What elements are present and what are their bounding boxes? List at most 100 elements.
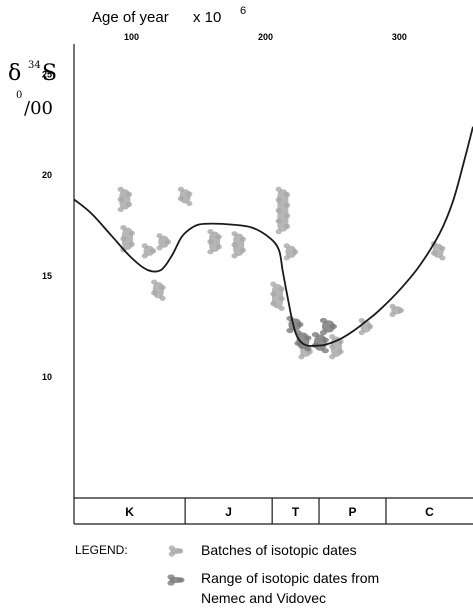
- legend-nemec-cluster-speck: [177, 577, 185, 583]
- batch-cluster-speck: [439, 245, 446, 252]
- batch-cluster-speck: [128, 241, 135, 247]
- period-label: T: [292, 505, 300, 519]
- batch-cluster-speck: [275, 218, 282, 224]
- nemec-cluster: [319, 317, 337, 336]
- batch-cluster-speck: [125, 191, 133, 197]
- batch-cluster: [389, 303, 404, 317]
- legend-nemec-cluster: [167, 574, 185, 586]
- legend-nemec-symbol: [167, 574, 185, 586]
- chart-title-multiplier: x 10: [193, 9, 221, 26]
- batch-cluster-speck: [298, 354, 305, 360]
- y-axis-label-s: S: [42, 61, 57, 86]
- batch-cluster-speck: [270, 300, 277, 307]
- nemec-cluster-speck: [319, 329, 328, 336]
- nemec-cluster-speck: [311, 331, 320, 338]
- nemec-cluster: [311, 331, 329, 354]
- period-label: C: [425, 505, 434, 519]
- batch-cluster: [283, 243, 299, 261]
- batch-cluster-speck: [117, 186, 124, 192]
- batch-cluster-speck: [177, 196, 185, 202]
- legend-batch-cluster-speck: [177, 548, 184, 554]
- y-tick-label: 10: [42, 372, 52, 382]
- batch-cluster-speck: [207, 239, 214, 245]
- batch-cluster-speck: [159, 284, 166, 291]
- legend-nemec-cluster-speck: [167, 580, 175, 586]
- batch-cluster-speck: [275, 197, 282, 203]
- batch-cluster-speck: [329, 333, 336, 340]
- batch-cluster-speck: [156, 245, 163, 251]
- chart-title: Age of year: [92, 9, 169, 26]
- nemec-cluster-body: [321, 320, 335, 333]
- batch-cluster-speck: [151, 290, 158, 296]
- batch-cluster-speck: [125, 201, 133, 208]
- batch-cluster-speck: [283, 255, 290, 261]
- legend-batch-symbol: [168, 545, 184, 557]
- batch-cluster-speck: [207, 249, 214, 255]
- batch-cluster-speck: [117, 196, 124, 202]
- legend-label-batches: Batches of isotopic dates: [201, 542, 357, 558]
- batch-cluster: [430, 241, 446, 261]
- batch-cluster-speck: [366, 323, 374, 330]
- batch-cluster-speck: [275, 207, 282, 214]
- batch-cluster-speck: [151, 279, 158, 285]
- nemec-cluster: [294, 329, 312, 352]
- batch-cluster-speck: [430, 250, 438, 256]
- batch-cluster-speck: [186, 191, 193, 197]
- legend-batch-cluster-speck: [168, 545, 175, 551]
- batch-cluster-speck: [159, 295, 166, 301]
- batch-cluster-speck: [239, 247, 246, 253]
- period-label: K: [125, 505, 134, 519]
- batch-cluster-speck: [439, 255, 446, 261]
- batch-cluster-body: [158, 235, 170, 248]
- nemec-cluster-speck: [286, 327, 294, 334]
- x-tick-label: 100: [124, 32, 139, 42]
- y-tick-label: 20: [42, 170, 52, 180]
- batch-cluster-speck: [186, 200, 193, 207]
- batch-cluster-speck: [389, 303, 396, 309]
- batch-cluster-speck: [215, 234, 222, 240]
- legend-label-nemec-line2: Nemec and Vidovec: [201, 590, 326, 606]
- batch-cluster-speck: [329, 354, 336, 360]
- batch-cluster-speck: [278, 286, 285, 292]
- batch-cluster-speck: [283, 191, 291, 198]
- batch-cluster-speck: [270, 281, 277, 287]
- batch-cluster-speck: [337, 349, 344, 355]
- legend-batch-cluster-speck: [168, 551, 175, 557]
- nemec-cluster-speck: [321, 348, 329, 354]
- batch-cluster-speck: [120, 236, 127, 242]
- nemec-cluster-speck: [319, 317, 328, 324]
- batch-cluster-speck: [283, 213, 291, 219]
- batch-cluster-speck: [275, 186, 282, 192]
- trend-curve-path: [73, 126, 473, 347]
- legend-batch-cluster: [168, 545, 184, 557]
- y-axis-label-34: 34: [28, 60, 41, 71]
- period-label: P: [348, 505, 356, 519]
- batch-cluster-speck: [389, 311, 396, 317]
- nemec-cluster-speck: [304, 335, 312, 341]
- legend-label-nemec-line1: Range of isotopic dates from: [201, 570, 379, 586]
- nemec-cluster-speck: [296, 321, 304, 328]
- batch-cluster-speck: [397, 307, 404, 313]
- y-tick-group: 10 15 20 25: [42, 69, 52, 382]
- batch-cluster: [270, 281, 285, 311]
- batch-cluster-speck: [358, 317, 365, 324]
- batch-cluster-speck: [283, 202, 291, 208]
- batch-cluster-speck: [278, 305, 285, 311]
- batch-cluster: [275, 186, 291, 235]
- batch-cluster-speck: [156, 233, 163, 239]
- batch-cluster-speck: [207, 229, 214, 235]
- batch-cluster-speck: [239, 236, 246, 242]
- batch-cluster-speck: [283, 243, 290, 249]
- y-axis-unit-sup: 0: [16, 90, 22, 101]
- y-tick-label: 15: [42, 271, 52, 281]
- batch-cluster-speck: [141, 253, 148, 259]
- y-axis-label-delta: δ: [8, 61, 21, 86]
- batch-cluster: [156, 233, 171, 251]
- legend-nemec-cluster-speck: [167, 574, 175, 580]
- chart-title-exponent: 6: [240, 5, 246, 17]
- batch-cluster-speck: [292, 249, 299, 255]
- batch-cluster-speck: [270, 291, 277, 297]
- period-label: J: [225, 505, 232, 519]
